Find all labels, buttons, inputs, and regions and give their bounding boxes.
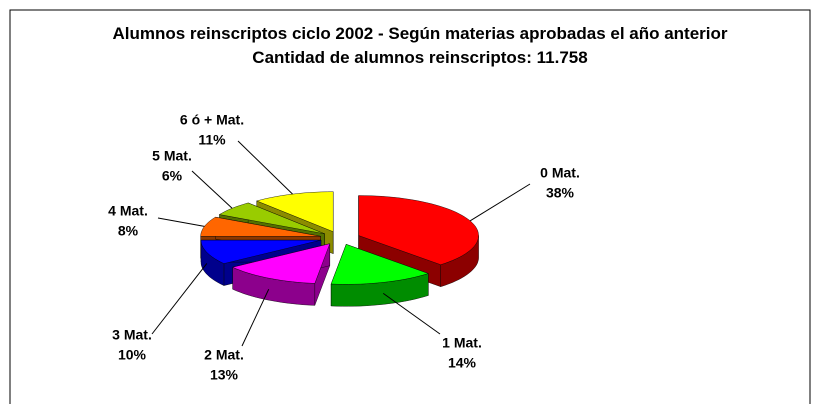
slice-percent: 38% [546, 185, 575, 201]
pie-slice [330, 244, 429, 307]
slice-category: 3 Mat. [112, 327, 152, 343]
slice-top [200, 239, 322, 264]
slice-category: 4 Mat. [108, 203, 148, 219]
slice-category: 1 Mat. [442, 335, 482, 351]
leader-line [382, 292, 441, 335]
slice-category: 2 Mat. [204, 347, 244, 363]
leader-line [151, 263, 208, 335]
slice-top [232, 243, 331, 284]
slice-percent: 14% [448, 355, 477, 371]
slice-category: 5 Mat. [152, 148, 192, 164]
chart-title: Alumnos reinscriptos ciclo 2002 - Según … [112, 24, 728, 43]
slice-percent: 6% [162, 168, 183, 184]
slice-category: 0 Mat. [540, 165, 580, 181]
chart-titles: Alumnos reinscriptos ciclo 2002 - Según … [90, 22, 750, 70]
leader-line [469, 183, 531, 222]
slice-top [218, 202, 325, 234]
slice-top [200, 216, 321, 237]
pie-slice [232, 243, 331, 306]
leader-line [241, 288, 270, 347]
slice-top [256, 191, 334, 232]
slice-percent: 8% [118, 223, 139, 239]
slice-category: 6 ó + Mat. [180, 112, 244, 128]
chart-subtitle: Cantidad de alumnos reinscriptos: 11.758 [252, 48, 588, 67]
slice-top [330, 244, 429, 285]
slice-percent: 10% [118, 347, 147, 363]
slice-percent: 11% [198, 132, 226, 148]
leader-line [157, 217, 205, 227]
slice-percent: 13% [210, 367, 239, 383]
leader-line [237, 140, 293, 195]
leader-line [191, 170, 233, 209]
